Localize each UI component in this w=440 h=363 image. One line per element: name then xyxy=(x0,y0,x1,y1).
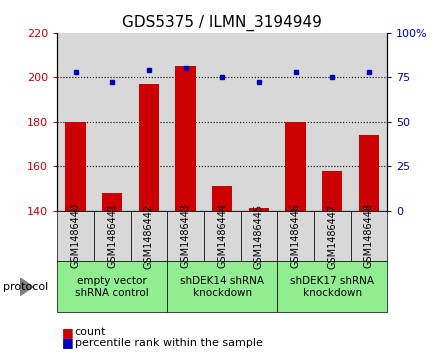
Bar xyxy=(241,33,277,211)
Title: GDS5375 / ILMN_3194949: GDS5375 / ILMN_3194949 xyxy=(122,15,322,31)
Bar xyxy=(94,33,131,211)
Text: GSM1486442: GSM1486442 xyxy=(144,203,154,269)
Bar xyxy=(249,208,269,211)
Text: GSM1486441: GSM1486441 xyxy=(107,203,117,269)
Bar xyxy=(286,122,306,211)
Bar xyxy=(204,33,241,211)
Bar xyxy=(176,66,196,211)
Text: GSM1486445: GSM1486445 xyxy=(254,203,264,269)
Text: empty vector
shRNA control: empty vector shRNA control xyxy=(75,276,149,298)
Text: protocol: protocol xyxy=(3,282,48,292)
Text: GSM1486446: GSM1486446 xyxy=(290,203,301,269)
Text: GSM1486448: GSM1486448 xyxy=(364,203,374,269)
Text: GSM1486440: GSM1486440 xyxy=(70,203,81,269)
Text: GSM1486444: GSM1486444 xyxy=(217,203,227,269)
Text: GSM1486443: GSM1486443 xyxy=(180,203,191,269)
Bar xyxy=(277,33,314,211)
Text: percentile rank within the sample: percentile rank within the sample xyxy=(75,338,263,348)
Bar xyxy=(131,33,167,211)
Bar xyxy=(314,33,351,211)
Bar xyxy=(66,122,86,211)
Bar xyxy=(359,135,379,211)
Text: ■: ■ xyxy=(62,326,73,339)
Text: count: count xyxy=(75,327,106,337)
Text: ■: ■ xyxy=(62,337,73,350)
Text: GSM1486447: GSM1486447 xyxy=(327,203,337,269)
Bar xyxy=(212,186,232,211)
Text: shDEK14 shRNA
knockdown: shDEK14 shRNA knockdown xyxy=(180,276,264,298)
Polygon shape xyxy=(20,278,33,296)
Bar xyxy=(102,193,122,211)
Bar xyxy=(322,171,342,211)
Text: shDEK17 shRNA
knockdown: shDEK17 shRNA knockdown xyxy=(290,276,374,298)
Bar xyxy=(167,33,204,211)
Bar xyxy=(57,33,94,211)
Bar xyxy=(351,33,387,211)
Bar xyxy=(139,84,159,211)
